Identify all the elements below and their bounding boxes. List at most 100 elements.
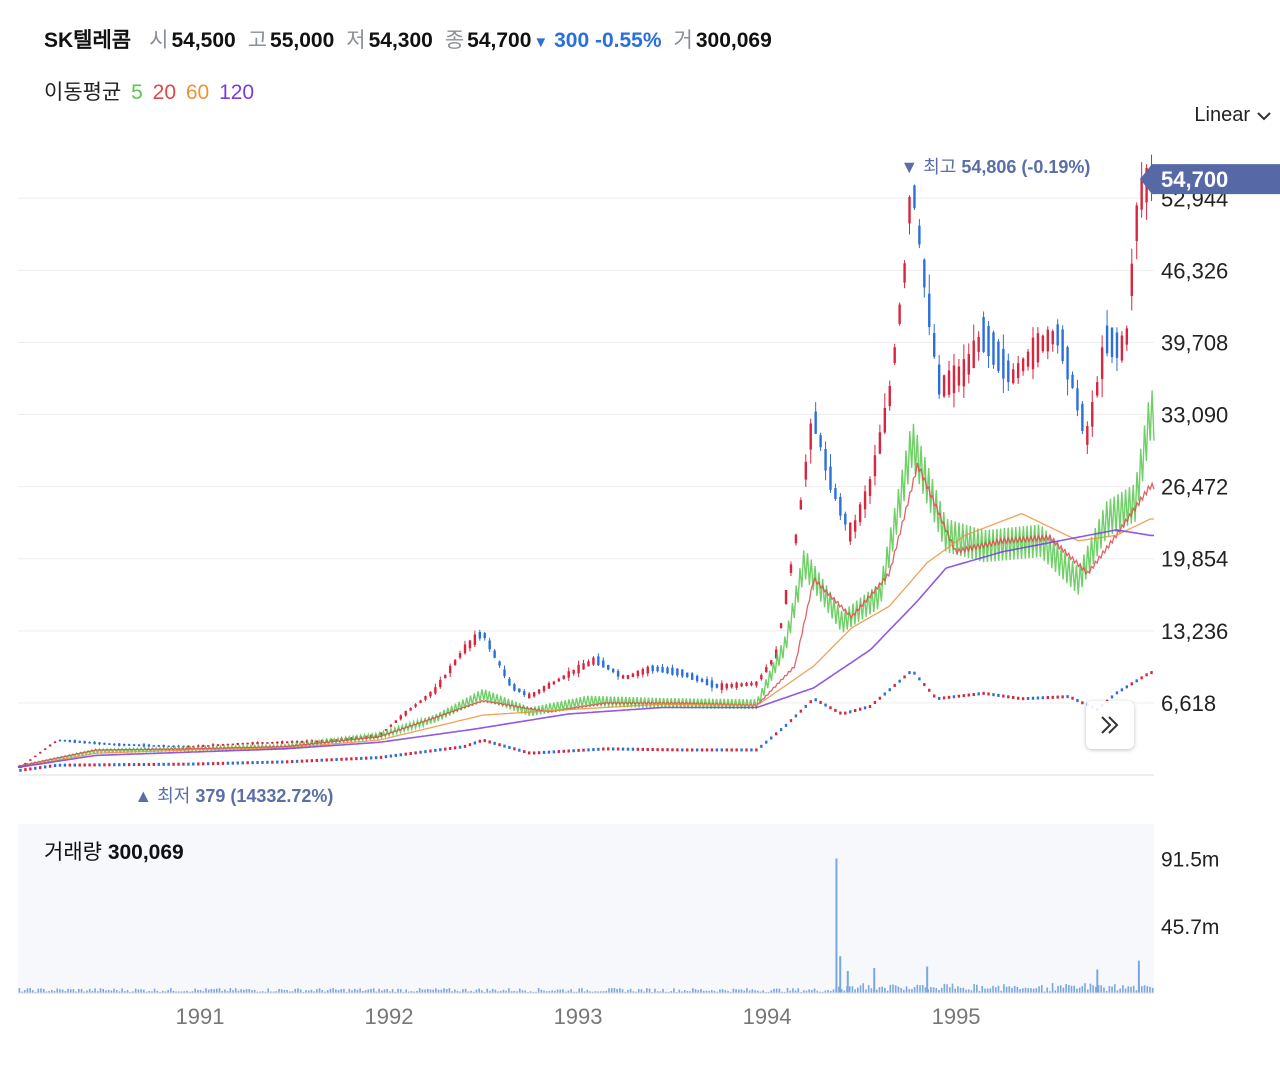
volume-bar xyxy=(1054,990,1057,993)
volume-bar xyxy=(792,988,794,993)
open-value: 54,500 xyxy=(171,29,236,52)
volume-bar xyxy=(738,989,740,993)
volume-bar xyxy=(535,991,537,993)
secondary-candle xyxy=(567,749,570,753)
secondary-candle xyxy=(404,752,407,756)
candle-body xyxy=(458,653,462,658)
volume-bar xyxy=(399,989,402,993)
volume-bar xyxy=(397,988,399,993)
candle-body xyxy=(236,742,239,745)
candle-body xyxy=(409,707,412,711)
secondary-candle xyxy=(458,745,462,749)
volume-bar xyxy=(743,990,746,993)
ma-20-label[interactable]: 20 xyxy=(152,81,177,104)
secondary-candle xyxy=(350,757,353,761)
volume-bar xyxy=(67,988,69,993)
candle-body xyxy=(43,748,47,751)
down-arrow-icon: ▼ xyxy=(533,34,549,51)
volume-bar xyxy=(107,989,110,993)
candle-body xyxy=(1002,348,1005,379)
volume-bar xyxy=(756,990,759,993)
scale-selector[interactable]: Linear xyxy=(1194,104,1272,127)
candle-body xyxy=(88,742,91,744)
volume-bar xyxy=(1078,987,1081,993)
secondary-candle xyxy=(88,763,91,767)
candle-body xyxy=(483,633,486,639)
volume-bar xyxy=(1127,986,1130,993)
volume-bar xyxy=(851,986,854,993)
secondary-candle xyxy=(1016,696,1020,700)
volume-bar xyxy=(532,991,535,993)
volume-spike xyxy=(846,970,849,993)
volume-bar xyxy=(486,988,489,993)
secondary-candle xyxy=(784,723,788,727)
ma-60-label[interactable]: 60 xyxy=(185,81,210,104)
secondary-candle xyxy=(700,748,704,752)
secondary-candle xyxy=(1130,682,1133,686)
candle-body xyxy=(962,359,966,387)
volume-bar xyxy=(924,987,927,993)
secondary-candle xyxy=(745,748,748,752)
volume-bar xyxy=(353,988,356,993)
candle-body xyxy=(132,744,136,746)
volume-bar xyxy=(683,990,686,993)
volume-bar xyxy=(1046,987,1048,993)
volume-bar xyxy=(556,989,559,993)
secondary-candle xyxy=(735,748,738,752)
candle-body xyxy=(967,354,970,375)
secondary-candle xyxy=(226,761,230,765)
volume-bar xyxy=(778,988,781,993)
candle-body xyxy=(646,666,649,674)
secondary-candle xyxy=(132,763,136,767)
expand-chart-button[interactable] xyxy=(1086,701,1134,749)
candle-body xyxy=(1036,333,1040,363)
ma-120-label[interactable]: 120 xyxy=(219,81,255,104)
volume-bar xyxy=(616,989,618,993)
ma-5-label[interactable]: 5 xyxy=(131,81,143,104)
secondary-candle xyxy=(281,760,284,764)
candle-body xyxy=(53,741,57,743)
volume-bar xyxy=(600,991,602,993)
candle-body xyxy=(804,461,807,480)
volume-bar xyxy=(594,991,597,993)
volume-bar xyxy=(389,991,391,993)
volume-bar xyxy=(481,990,483,993)
volume-bar xyxy=(773,988,775,993)
candle-body xyxy=(404,710,407,716)
secondary-candle xyxy=(221,761,225,765)
volume-bar xyxy=(151,991,153,993)
candle-body xyxy=(1105,325,1109,354)
secondary-candle xyxy=(122,763,126,767)
volume-bar xyxy=(391,989,394,993)
volume-bar xyxy=(537,988,540,993)
candle-body xyxy=(923,259,926,288)
volume-bar xyxy=(713,990,716,993)
volume-bar xyxy=(134,988,137,993)
volume-bar xyxy=(26,988,29,993)
volume-bar xyxy=(137,989,140,993)
volume-bar xyxy=(681,991,683,993)
volume-bar xyxy=(908,989,911,993)
secondary-candle xyxy=(360,756,363,760)
volume-bar xyxy=(735,989,737,993)
volume-bar xyxy=(573,991,575,993)
volume-bar xyxy=(115,989,118,993)
secondary-candle xyxy=(448,746,452,750)
secondary-candle xyxy=(394,753,398,757)
candle-body xyxy=(1046,329,1050,352)
candle-body xyxy=(394,720,398,723)
volume-bar xyxy=(721,989,724,993)
candle-body xyxy=(779,623,783,628)
volume-bar xyxy=(789,990,792,993)
volume-bar xyxy=(96,991,99,993)
close-label: 종 xyxy=(444,29,465,52)
secondary-candle xyxy=(942,696,946,700)
volume-bar xyxy=(78,988,80,993)
volume-bar xyxy=(164,991,167,993)
ma5-line xyxy=(17,390,1155,768)
secondary-candle xyxy=(256,761,259,765)
candle-body xyxy=(908,196,911,224)
volume-bar xyxy=(194,988,196,993)
candle-body xyxy=(1115,332,1119,358)
